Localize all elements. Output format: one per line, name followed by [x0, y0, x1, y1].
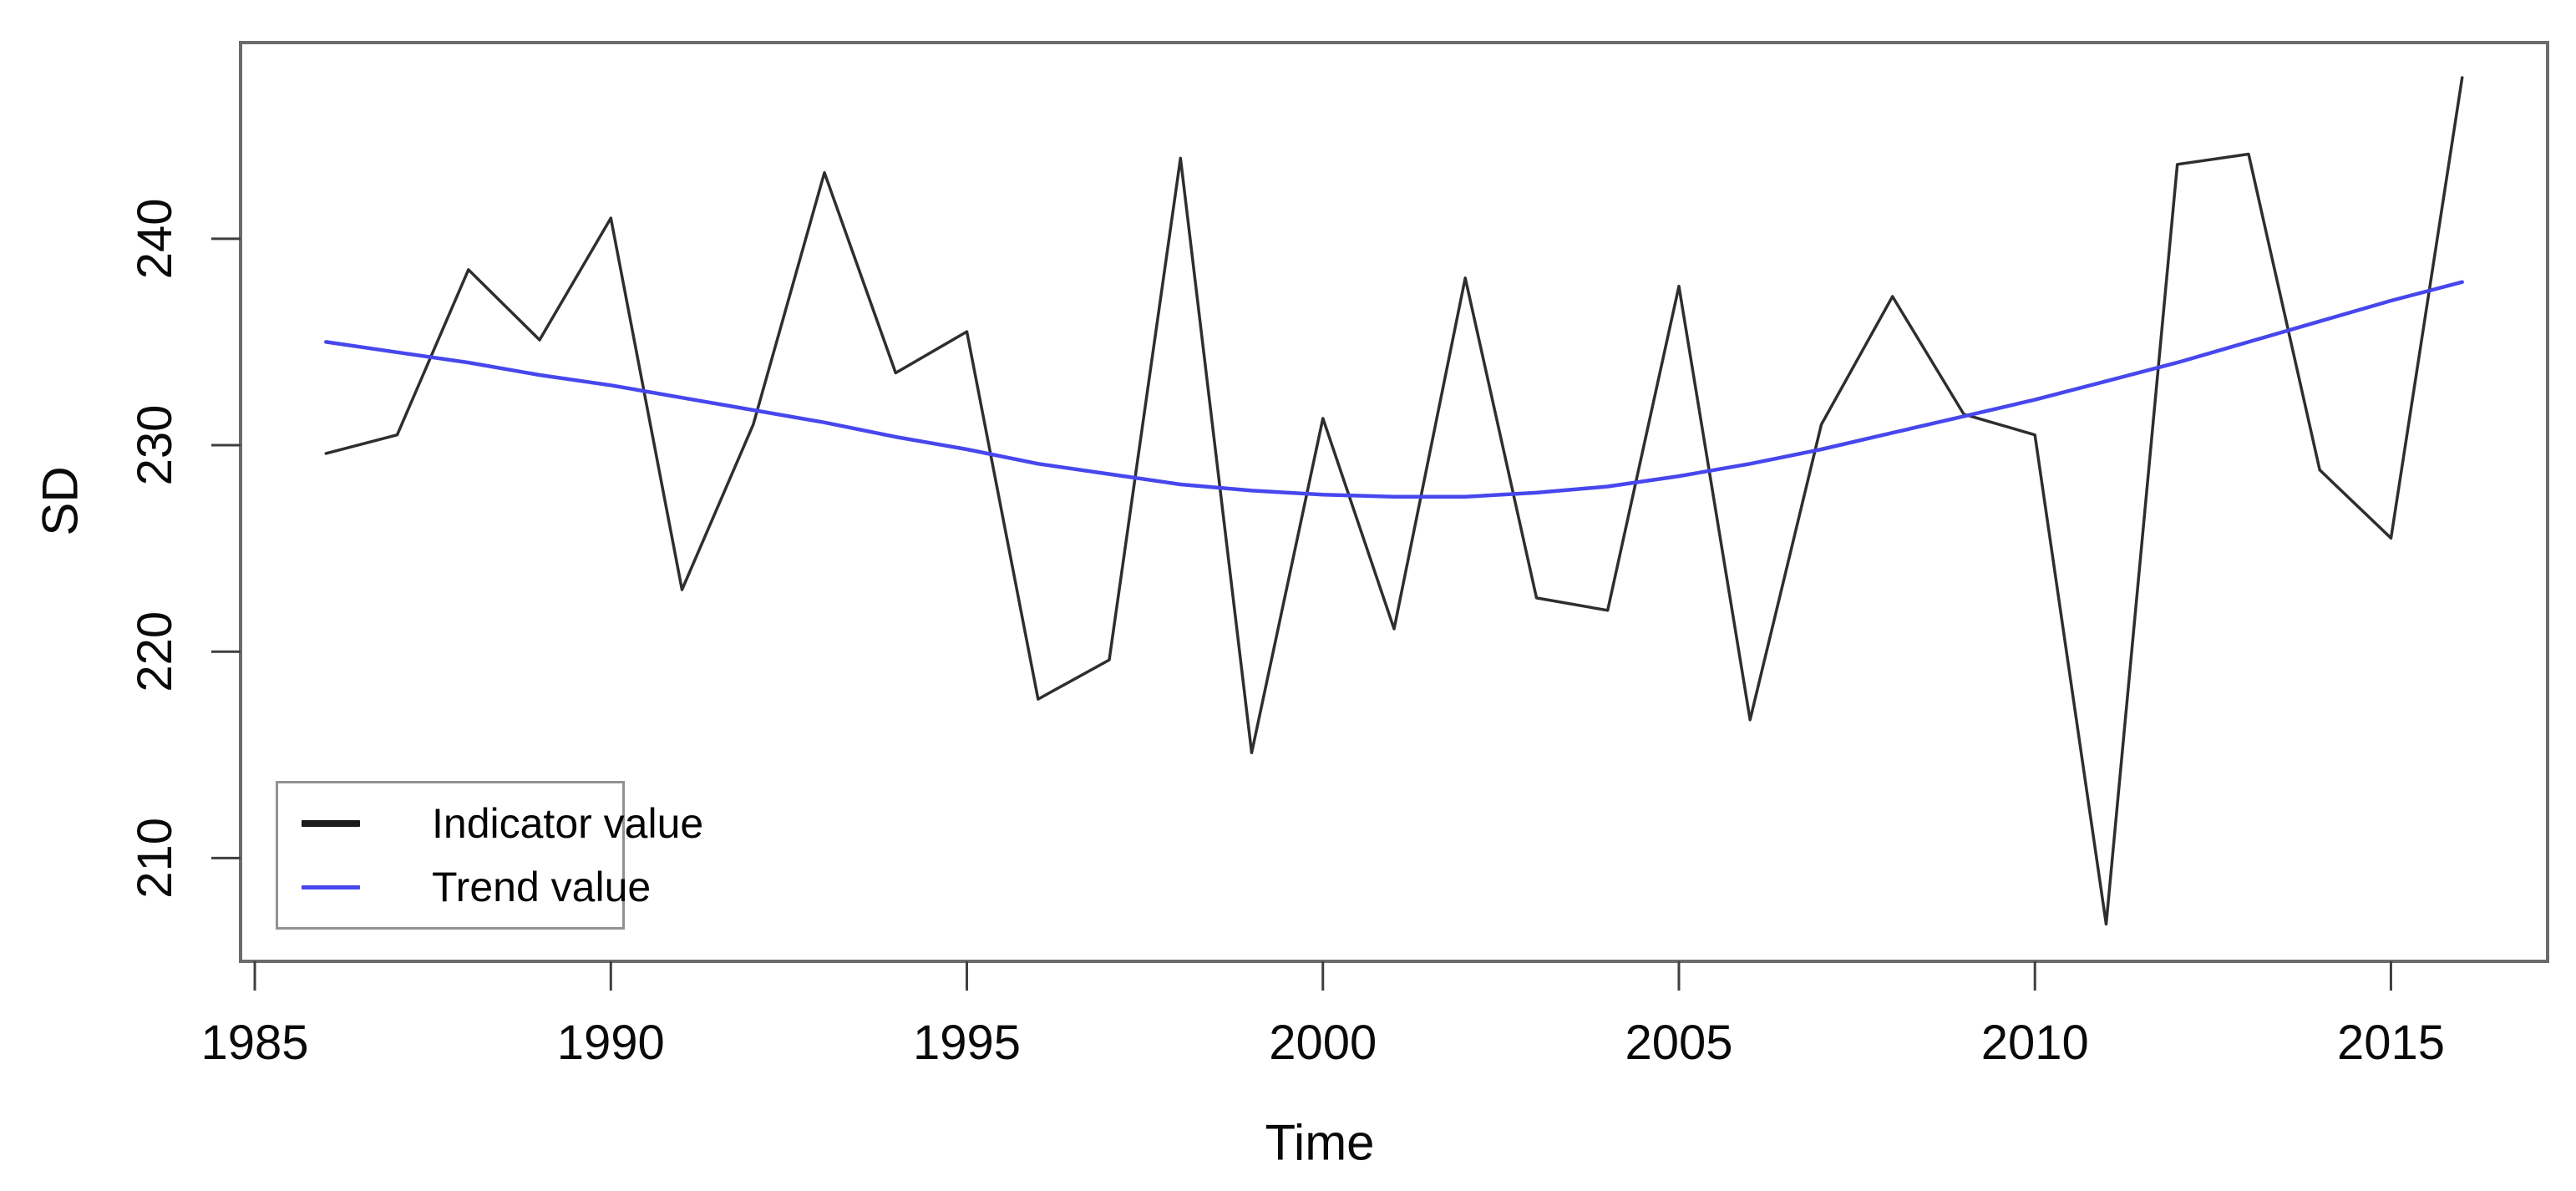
- x-tick-label: 2000: [1269, 1016, 1377, 1070]
- trend-line-icon: [302, 884, 360, 889]
- x-tick-label: 2010: [1981, 1016, 2089, 1070]
- x-tick-label: 2015: [2337, 1016, 2445, 1070]
- trend-series-line: [324, 280, 2464, 499]
- x-tick-label: 1995: [913, 1016, 1021, 1070]
- x-tick-label: 2005: [1625, 1016, 1732, 1070]
- indicator-line-icon: [302, 819, 360, 827]
- x-tick-label: 1985: [201, 1016, 309, 1070]
- legend-label-trend: Trend value: [432, 864, 652, 911]
- y-tick-label: 210: [128, 818, 182, 899]
- y-axis-title: SD: [32, 466, 89, 536]
- indicator-series-line: [324, 76, 2464, 926]
- legend-item-indicator: Indicator value: [278, 799, 703, 848]
- legend-label-indicator: Indicator value: [432, 799, 704, 847]
- x-tick-label: 1990: [557, 1016, 665, 1070]
- legend-item-trend: Trend value: [278, 863, 651, 911]
- y-tick-label: 240: [128, 198, 182, 279]
- x-axis-title: Time: [1265, 1114, 1375, 1171]
- plot-border: [239, 41, 2549, 963]
- y-tick-label: 230: [128, 405, 182, 486]
- y-tick-label: 220: [128, 611, 182, 692]
- legend: Indicator value Trend value: [276, 781, 703, 930]
